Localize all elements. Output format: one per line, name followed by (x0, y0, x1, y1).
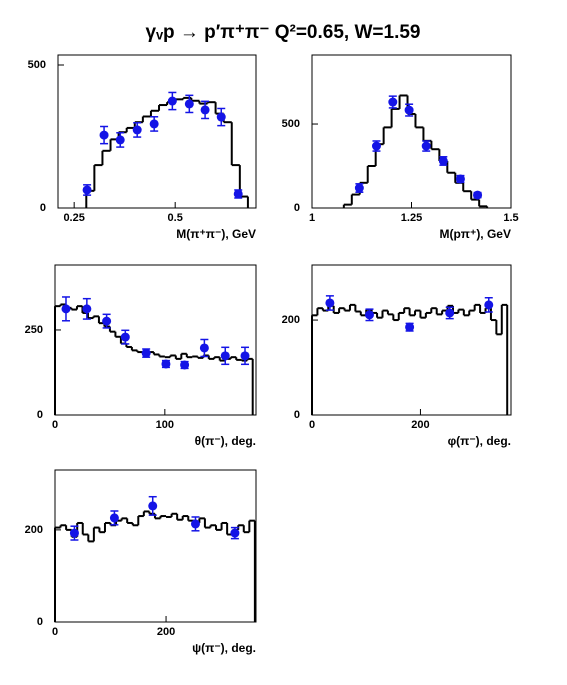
data-point (405, 322, 415, 332)
x-tick-label: 0 (52, 626, 58, 638)
data-point (184, 99, 194, 109)
data-point (132, 125, 142, 135)
x-axis-label: ψ(π⁻), deg. (192, 641, 256, 655)
data-point (484, 300, 494, 310)
x-tick-label: 1.5 (503, 212, 518, 224)
data-point (421, 141, 431, 151)
data-point (167, 96, 177, 106)
x-tick-label: 200 (157, 626, 175, 638)
data-point (61, 304, 71, 314)
plot-frame (57, 54, 257, 209)
x-tick-label: 0.5 (168, 212, 183, 224)
data-point (199, 343, 209, 353)
data-point (149, 119, 159, 129)
data-point (230, 528, 240, 538)
data-point (200, 105, 210, 115)
data-point (438, 156, 448, 166)
x-tick-label: 200 (411, 419, 429, 431)
y-tick-label: 200 (25, 524, 43, 536)
x-tick-label: 0 (309, 419, 315, 431)
x-axis-label: M(π⁺π⁻), GeV (176, 227, 256, 241)
y-tick-label: 500 (282, 118, 300, 130)
data-point (115, 135, 125, 145)
data-point (455, 174, 465, 184)
figure-title: γᵥp → p′π⁺π⁻ Q²=0.65, W=1.59 (146, 22, 421, 43)
data-point (354, 183, 364, 193)
data-point (82, 185, 92, 195)
x-axis-label: M(pπ⁺), GeV (439, 227, 511, 241)
x-axis-label: θ(π⁻), deg. (195, 434, 256, 448)
x-tick-label: 1 (309, 212, 315, 224)
y-tick-label: 0 (37, 616, 43, 628)
y-tick-label: 0 (294, 409, 300, 421)
y-tick-label: 0 (294, 202, 300, 214)
data-point (325, 298, 335, 308)
data-point (240, 351, 250, 361)
y-tick-label: 200 (282, 314, 300, 326)
data-point (141, 348, 151, 358)
y-tick-label: 0 (37, 409, 43, 421)
data-point (82, 304, 92, 314)
data-point (404, 105, 414, 115)
data-point (220, 351, 230, 361)
data-point (445, 308, 455, 318)
y-tick-label: 500 (28, 59, 46, 71)
data-point (99, 130, 109, 140)
data-point (69, 528, 79, 538)
x-axis-label: φ(π⁻), deg. (448, 434, 511, 448)
data-point (364, 310, 374, 320)
data-point (233, 189, 243, 199)
data-point (371, 141, 381, 151)
x-tick-label: 0.25 (63, 212, 84, 224)
data-point (388, 97, 398, 107)
data-point (109, 513, 119, 523)
y-tick-label: 0 (40, 202, 46, 214)
data-point (190, 519, 200, 529)
data-point (473, 190, 483, 200)
y-tick-label: 250 (25, 324, 43, 336)
x-tick-label: 1.25 (401, 212, 422, 224)
data-point (161, 359, 171, 369)
x-tick-label: 100 (156, 419, 174, 431)
data-point (102, 316, 112, 326)
data-point (216, 112, 226, 122)
data-point (120, 332, 130, 342)
data-point (180, 360, 190, 370)
x-tick-label: 0 (52, 419, 58, 431)
data-point (148, 501, 158, 511)
